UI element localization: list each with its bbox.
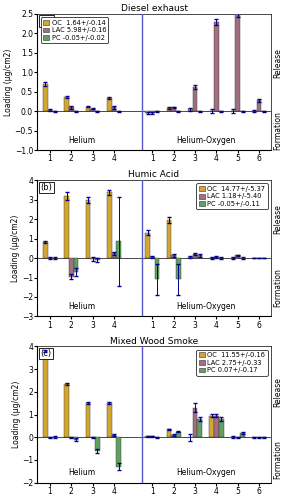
Title: Mixed Wood Smoke: Mixed Wood Smoke <box>110 336 198 345</box>
Text: Release: Release <box>273 48 282 78</box>
Bar <box>116 242 121 258</box>
Bar <box>219 419 224 437</box>
Title: Humic Acid: Humic Acid <box>128 170 180 179</box>
Bar <box>172 435 176 437</box>
Text: Helium-Oxygen: Helium-Oxygen <box>176 302 236 311</box>
Title: Diesel exhaust: Diesel exhaust <box>120 4 188 13</box>
Bar <box>43 242 48 258</box>
Bar <box>235 14 240 112</box>
Bar <box>197 419 202 437</box>
Bar <box>86 200 90 258</box>
Bar <box>193 408 197 437</box>
Bar <box>214 257 219 258</box>
Text: Formation: Formation <box>273 112 282 150</box>
Bar <box>150 436 155 437</box>
Bar <box>107 192 112 258</box>
Bar <box>150 257 155 258</box>
Bar <box>43 351 48 437</box>
Bar <box>90 258 95 259</box>
Bar <box>86 106 90 112</box>
Bar <box>145 112 150 114</box>
Legend: OC  14.77+/-5.37, LAC 1.18+/-5.40, PC -0.05+/-0.11: OC 14.77+/-5.37, LAC 1.18+/-5.40, PC -0.… <box>196 184 268 210</box>
Text: Helium: Helium <box>68 468 95 477</box>
Bar <box>197 255 202 258</box>
Bar <box>64 384 69 437</box>
Bar <box>43 84 48 112</box>
Bar <box>112 108 116 112</box>
Bar <box>167 430 172 437</box>
Bar <box>176 258 181 280</box>
Text: Helium: Helium <box>68 302 95 311</box>
Bar <box>86 403 90 437</box>
Bar <box>74 437 79 440</box>
Bar <box>95 437 100 451</box>
Text: (a): (a) <box>41 16 52 26</box>
Bar <box>145 436 150 437</box>
Text: Helium-Oxygen: Helium-Oxygen <box>176 136 236 145</box>
Bar <box>107 403 112 437</box>
Legend: OC  11.55+/-0.16, LAC 2.75+/-0.33, PC 0.07+/-0.17: OC 11.55+/-0.16, LAC 2.75+/-0.33, PC 0.0… <box>196 350 268 376</box>
Bar <box>90 108 95 112</box>
Bar <box>95 258 100 260</box>
Bar <box>240 432 245 437</box>
Bar <box>64 196 69 258</box>
Text: Formation: Formation <box>273 440 282 480</box>
Bar <box>193 87 197 112</box>
Bar <box>112 435 116 437</box>
Bar <box>74 258 79 272</box>
Bar <box>69 258 74 276</box>
Bar <box>235 255 240 258</box>
Bar <box>176 432 181 437</box>
Text: (b): (b) <box>41 183 53 192</box>
Bar <box>214 22 219 112</box>
Bar <box>155 258 160 280</box>
Bar <box>167 108 172 112</box>
Bar <box>214 416 219 437</box>
Bar <box>69 108 74 112</box>
Text: Helium-Oxygen: Helium-Oxygen <box>176 468 236 477</box>
Text: Release: Release <box>273 204 282 234</box>
Bar <box>116 437 121 467</box>
Bar <box>172 108 176 112</box>
Bar <box>107 98 112 112</box>
Bar <box>64 97 69 112</box>
Text: (c): (c) <box>41 349 52 358</box>
Text: Formation: Formation <box>273 268 282 306</box>
Y-axis label: Loading (μg/cm2): Loading (μg/cm2) <box>11 381 21 448</box>
Y-axis label: Loading (μg/cm2): Loading (μg/cm2) <box>11 214 20 282</box>
Bar <box>193 254 197 258</box>
Bar <box>188 110 193 112</box>
Bar <box>167 220 172 258</box>
Bar <box>209 416 214 437</box>
Bar <box>112 253 116 258</box>
Legend: OC  1.64+/-0.14, LAC 5.98+/-0.16, PC -0.05+/-0.02: OC 1.64+/-0.14, LAC 5.98+/-0.16, PC -0.0… <box>41 18 108 44</box>
Bar <box>188 257 193 258</box>
Text: Release: Release <box>273 377 282 406</box>
Text: Helium: Helium <box>68 136 95 145</box>
Y-axis label: Loading (μg/cm2): Loading (μg/cm2) <box>4 48 13 116</box>
Bar <box>48 110 52 112</box>
Bar <box>150 112 155 114</box>
Bar <box>172 255 176 258</box>
Bar <box>257 100 261 112</box>
Bar <box>145 232 150 258</box>
